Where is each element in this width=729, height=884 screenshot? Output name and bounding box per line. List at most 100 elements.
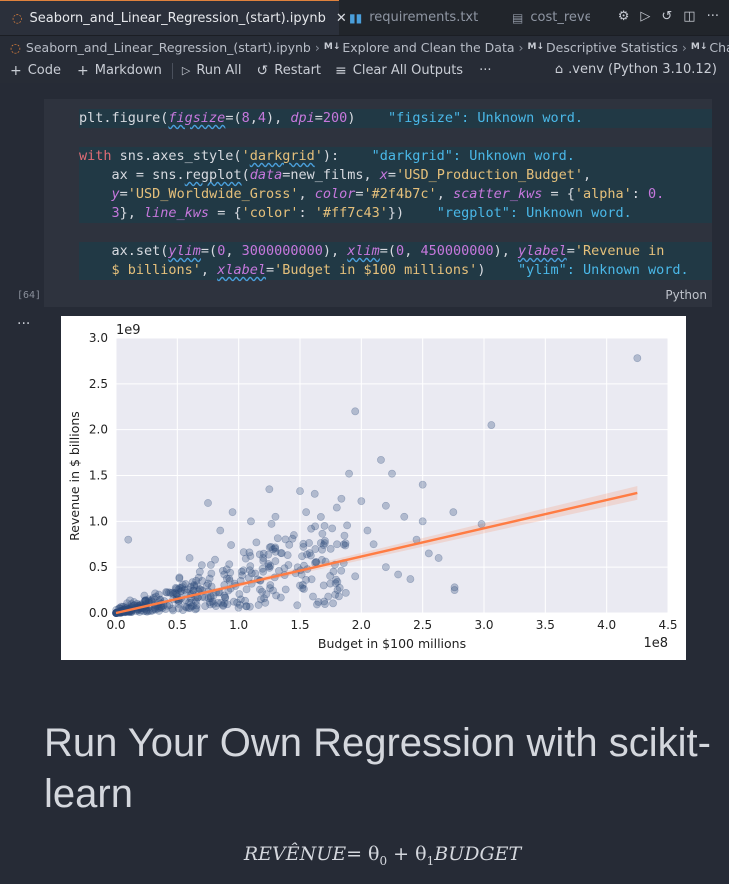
scatter-point — [276, 593, 285, 602]
breadcrumb-section[interactable]: Explore and Clean the Data — [342, 39, 515, 55]
run-icon[interactable]: ▷ — [640, 9, 651, 24]
more-actions-button[interactable]: ··· — [479, 63, 492, 78]
add-code-button[interactable]: + Code — [10, 62, 62, 79]
scatter-point — [299, 585, 308, 593]
scatter-point — [166, 588, 175, 597]
history-icon[interactable]: ↺ — [661, 9, 673, 24]
scatter-point — [204, 594, 213, 603]
tab-cost-revenue[interactable]: ▤ cost_reve — [500, 0, 590, 35]
scatter-point — [130, 598, 138, 606]
scatter-point — [177, 587, 186, 595]
scatter-point — [174, 599, 183, 608]
split-editor-icon[interactable]: ◫ — [683, 9, 696, 24]
kernel-picker[interactable]: ⌂ .venv (Python 3.10.12) — [554, 62, 717, 77]
scatter-point — [271, 547, 280, 556]
scatter-point — [357, 497, 366, 506]
scatter-point — [151, 589, 160, 598]
scatter-point — [245, 566, 254, 575]
chevron-right-icon: › — [518, 39, 524, 55]
scatter-point — [217, 598, 225, 607]
scatter-point — [161, 605, 170, 614]
clear-outputs-button[interactable]: ≡ Clear All Outputs — [335, 62, 464, 79]
scatter-point — [174, 604, 183, 613]
scatter-point — [205, 574, 214, 583]
scatter-point — [335, 583, 344, 592]
scatter-point — [241, 554, 250, 563]
scatter-point — [307, 524, 316, 533]
scatter-point — [140, 591, 149, 600]
scatter-point — [176, 587, 185, 596]
breadcrumb-section[interactable]: Descriptive Statistics — [546, 39, 678, 55]
run-all-icon: ▷ — [181, 64, 191, 77]
y-tick-label: 0.5 — [89, 560, 108, 574]
scatter-point — [424, 549, 433, 558]
scatter-point — [449, 508, 458, 517]
breadcrumb-file[interactable]: Seaborn_and_Linear_Regression_(start).ip… — [25, 39, 311, 55]
tab-requirements[interactable]: ▮▮ requirements.txt — [340, 0, 500, 35]
scatter-point — [320, 522, 329, 530]
close-icon[interactable]: ✕ — [335, 10, 347, 26]
scatter-point — [260, 594, 269, 603]
scatter-point — [305, 549, 314, 558]
cell-language-label[interactable]: Python — [665, 288, 707, 302]
code-cell[interactable]: plt.figure(figsize=(8,4), dpi=200) "figs… — [44, 99, 712, 307]
scatter-point — [281, 535, 290, 544]
execution-count: [64] — [17, 290, 42, 301]
scatter-point — [192, 601, 201, 610]
scatter-point — [331, 590, 340, 599]
restart-button[interactable]: ↺ Restart — [256, 62, 322, 79]
scatter-point — [288, 534, 297, 543]
scatter-point — [206, 594, 215, 602]
spell-check-hint: "regplot": Unknown word. — [436, 205, 632, 221]
scatter-point — [262, 590, 271, 599]
scatter-point — [179, 580, 187, 589]
scatter-point — [220, 599, 229, 608]
scatter-point — [307, 575, 316, 584]
run-all-button[interactable]: ▷ Run All — [181, 63, 242, 78]
code-editor[interactable]: plt.figure(figsize=(8,4), dpi=200) "figs… — [79, 109, 712, 280]
breadcrumb-section[interactable]: Challe — [709, 39, 729, 55]
scatter-point — [324, 592, 333, 601]
scatter-point — [225, 576, 234, 585]
kernel-icon: ⌂ — [554, 62, 564, 77]
scatter-point — [143, 607, 151, 616]
output-menu-icon[interactable]: ··· — [17, 316, 31, 332]
scatter-point — [343, 521, 352, 530]
scatter-point — [175, 573, 184, 582]
scatter-point — [168, 588, 177, 597]
scatter-point — [296, 581, 304, 590]
scatter-point — [233, 598, 242, 607]
scatter-point — [298, 584, 307, 593]
scatter-point — [258, 587, 266, 596]
scatter-point — [311, 558, 320, 566]
tab-notebook[interactable]: ◌ Seaborn_and_Linear_Regression_(start).… — [0, 0, 347, 35]
scatter-point — [264, 560, 273, 568]
scatter-point — [239, 548, 248, 557]
scatter-point — [320, 597, 329, 606]
plus-icon: + — [77, 62, 89, 79]
scatter-point — [266, 562, 275, 570]
tab-label: requirements.txt — [369, 10, 479, 25]
scatter-point — [180, 586, 189, 594]
scatter-point — [298, 580, 307, 589]
scatter-point — [418, 480, 427, 489]
scatter-point — [319, 581, 328, 590]
scatter-point — [333, 577, 342, 586]
add-markdown-button[interactable]: + Markdown — [77, 62, 162, 79]
scatter-point — [205, 598, 214, 607]
scatter-point — [175, 584, 184, 592]
gear-icon[interactable]: ⚙ — [617, 9, 630, 24]
scatter-point — [477, 520, 486, 528]
scatter-point — [418, 517, 427, 526]
scatter-point — [351, 572, 360, 581]
scatter-point — [400, 512, 409, 521]
scatter-point — [186, 583, 195, 591]
x-tick-label: 4.0 — [597, 618, 616, 632]
scatter-point — [388, 469, 396, 478]
scatter-point — [190, 581, 199, 589]
more-icon[interactable]: ··· — [706, 9, 719, 24]
scatter-point — [181, 602, 190, 611]
spell-check-hint: "figsize": Unknown word. — [387, 110, 584, 126]
scatter-point — [316, 539, 325, 547]
scatter-point — [151, 605, 160, 614]
